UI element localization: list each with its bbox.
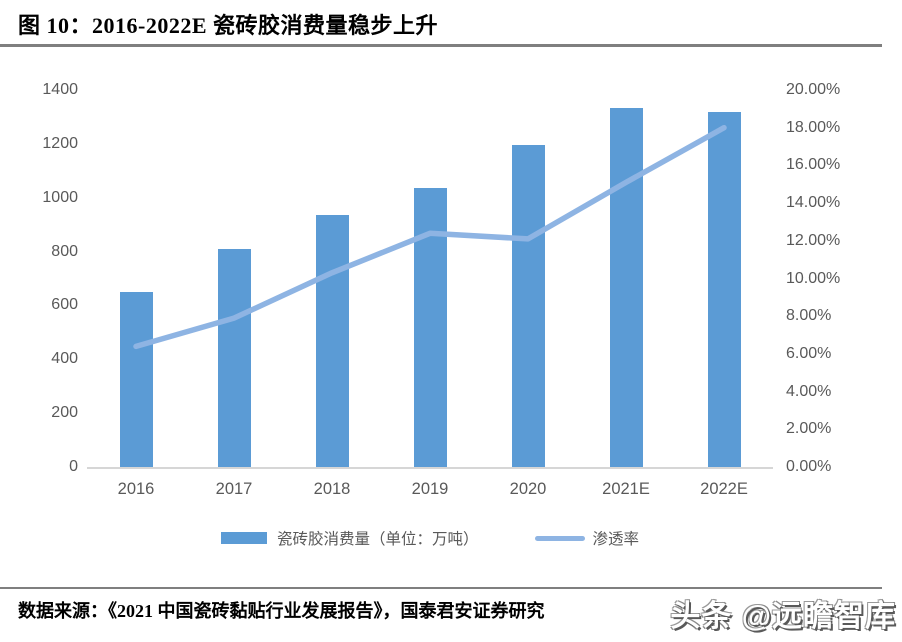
legend-line-label: 渗透率 [592, 531, 640, 548]
x-axis: 2016 2017 2018 2019 2020 2021E 2022E [87, 480, 773, 506]
axis-tick-label: 8.00% [786, 307, 832, 325]
x-axis-label-2019: 2019 [411, 480, 449, 498]
axis-tick-label: 1400 [42, 81, 78, 98]
x-axis-label-2022E: 2022E [700, 480, 748, 498]
legend-bar-label: 瓷砖胶消费量（单位：万吨） [276, 531, 479, 548]
axis-tick-label: 600 [51, 296, 78, 314]
bar-2017 [217, 248, 251, 467]
bar-2021E [609, 107, 643, 467]
bar-2018 [315, 215, 349, 467]
legend-line-swatch-icon [534, 535, 585, 541]
figure-title: 图 10：2016-2022E 瓷砖胶消费量稳步上升 [18, 13, 439, 38]
penetration-line [133, 124, 727, 350]
axis-tick-label: 0.00% [786, 458, 832, 475]
axis-tick-label: 14.00% [786, 194, 841, 212]
title-divider [0, 44, 882, 47]
bar-2020 [511, 145, 545, 467]
watermark-text: 头条 @远瞻智库 [670, 600, 896, 633]
right-axis: 20.00% 18.00% 16.00% 14.00% 12.00% 10.00% 8.00… [786, 81, 896, 475]
x-axis-label-2020: 2020 [509, 480, 547, 498]
axis-tick-label: 1000 [42, 188, 78, 206]
legend: 瓷砖胶消费量（单位：万吨） 渗透率 [87, 527, 773, 549]
footer-divider [0, 587, 882, 589]
axis-tick-label: 4.00% [786, 382, 832, 400]
bar-2022E [707, 111, 741, 467]
x-axis-label-2018: 2018 [313, 480, 351, 498]
axis-tick-label: 18.00% [786, 118, 841, 136]
x-axis-label-2021E: 2021E [602, 480, 650, 498]
axis-tick-label: 12.00% [786, 231, 841, 249]
penetration-line-path [133, 124, 727, 350]
left-axis: 1400 1200 1000 800 600 400 200 0 [0, 81, 78, 475]
axis-tick-label: 200 [51, 404, 78, 422]
axis-tick-label: 0 [69, 458, 78, 475]
axis-tick-label: 1200 [42, 134, 78, 152]
axis-tick-label: 6.00% [786, 344, 832, 362]
axis-tick-label: 16.00% [786, 156, 841, 174]
axis-tick-label: 20.00% [786, 81, 841, 98]
axis-tick-label: 800 [51, 242, 78, 260]
plot-area [87, 90, 773, 469]
bar-2016 [119, 292, 153, 467]
x-axis-label-2017: 2017 [215, 480, 253, 498]
axis-tick-label: 400 [51, 350, 78, 368]
legend-bar-swatch-icon [220, 532, 267, 544]
data-source-text: 数据来源：《2021 中国瓷砖黏贴行业发展报告》，国泰君安证券研究 [18, 601, 545, 621]
axis-tick-label: 2.00% [786, 420, 832, 438]
axis-tick-label: 10.00% [786, 269, 841, 287]
x-axis-label-2016: 2016 [117, 480, 155, 498]
